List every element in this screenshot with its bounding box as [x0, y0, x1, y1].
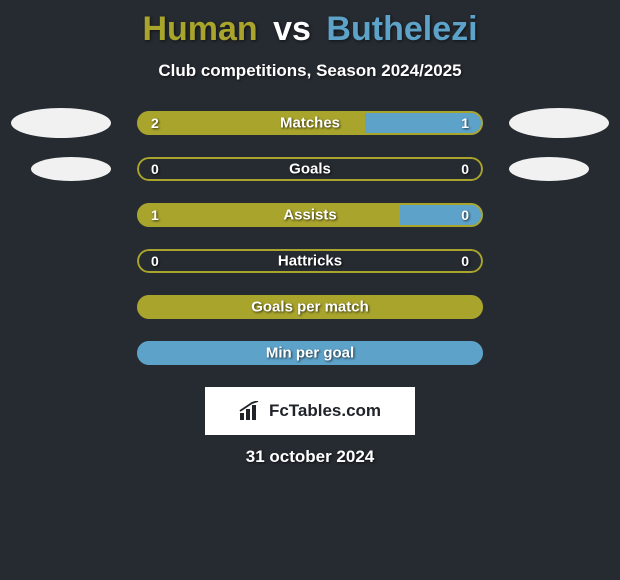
stat-row: Goals per match — [0, 295, 620, 319]
branding-chart-icon — [239, 401, 263, 421]
stat-bar: Min per goal — [137, 341, 483, 365]
branding-text: FcTables.com — [269, 401, 381, 421]
player2-avatar — [509, 108, 609, 138]
stat-value-right: 0 — [461, 207, 469, 223]
stat-bar: Hattricks 0 0 — [137, 249, 483, 273]
stat-value-right: 0 — [461, 253, 469, 269]
stat-value-left: 1 — [151, 207, 159, 223]
player1-name: Human — [142, 10, 257, 48]
stat-row: Goals 0 0 — [0, 157, 620, 181]
player2-name: Buthelezi — [326, 10, 477, 48]
stat-bar: Assists 1 0 — [137, 203, 483, 227]
stat-label: Hattricks — [278, 253, 342, 270]
player1-avatar — [11, 108, 111, 138]
stat-label: Min per goal — [266, 345, 354, 362]
stat-row: Assists 1 0 — [0, 203, 620, 227]
stat-row: Min per goal — [0, 341, 620, 365]
comparison-title: Human vs Buthelezi — [0, 10, 620, 49]
stat-rows: Matches21Goals00Assists10Hattricks00Goal… — [0, 111, 620, 365]
stat-value-left: 0 — [151, 161, 159, 177]
stat-value-right: 1 — [461, 115, 469, 131]
stat-value-left: 0 — [151, 253, 159, 269]
stat-bar: Goals 0 0 — [137, 157, 483, 181]
date-text: 31 october 2024 — [0, 447, 620, 467]
stat-bar: Matches 2 1 — [137, 111, 483, 135]
subtitle: Club competitions, Season 2024/2025 — [0, 61, 620, 81]
stat-bar: Goals per match — [137, 295, 483, 319]
stat-label: Goals — [289, 161, 331, 178]
branding-badge: FcTables.com — [205, 387, 415, 435]
stat-value-right: 0 — [461, 161, 469, 177]
vs-text: vs — [273, 10, 311, 48]
player1-avatar — [31, 157, 111, 181]
stat-row: Hattricks 0 0 — [0, 249, 620, 273]
stat-row: Matches 2 1 — [0, 111, 620, 135]
stat-value-left: 2 — [151, 115, 159, 131]
stat-label: Goals per match — [251, 299, 369, 316]
stat-label: Assists — [283, 207, 336, 224]
player2-avatar — [509, 157, 589, 181]
stat-label: Matches — [280, 115, 340, 132]
